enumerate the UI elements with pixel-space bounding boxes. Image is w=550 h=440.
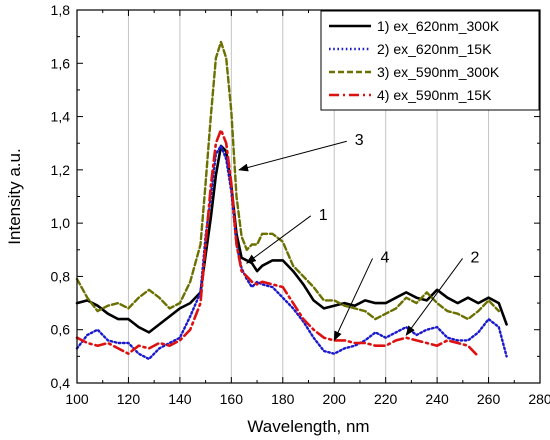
legend-box (320, 10, 540, 111)
y-tick-label: 1,8 (51, 2, 71, 18)
x-axis-title: Wavelength, nm (247, 417, 369, 436)
x-tick-label: 180 (271, 391, 295, 407)
legend-label: 4) ex_590nm_15K (377, 87, 492, 103)
series-line-3 (75, 40, 500, 321)
series-line-1 (75, 144, 508, 334)
y-tick-label: 1,2 (51, 162, 71, 178)
annotation-label: 4 (381, 249, 390, 266)
y-tick-label: 1,6 (51, 55, 71, 71)
annotations: 3 1 4 2 (238, 132, 480, 342)
x-tick-label: 260 (477, 391, 501, 407)
y-tick-label: 1,0 (51, 215, 71, 231)
x-tick-label: 220 (374, 391, 398, 407)
x-tick-label: 120 (117, 391, 141, 407)
series-line-4 (75, 128, 480, 358)
legend-label: 3) ex_590nm_300K (377, 64, 500, 80)
y-tick-label: 0,4 (51, 375, 71, 391)
annotation-label: 2 (471, 249, 480, 266)
x-tick-label: 280 (528, 391, 550, 407)
legend-label: 2) ex_620nm_15K (377, 41, 492, 57)
annotation-arrow (245, 215, 312, 264)
series-lines (75, 40, 508, 361)
y-axis-title: Intensity a.u. (5, 148, 24, 244)
axis-ticks: 100 120 140 160 180 200 220 240 260 280 0,4 0,6 0,8 1… (51, 2, 550, 407)
annotation-label: 1 (319, 207, 328, 224)
y-tick-label: 1,4 (51, 109, 71, 125)
annotation-arrow (238, 140, 347, 172)
x-tick-label: 160 (220, 391, 244, 407)
annotation-label: 3 (355, 132, 364, 149)
x-tick-label: 200 (323, 391, 347, 407)
annotation-arrow (405, 258, 463, 336)
y-tick-label: 0,8 (51, 268, 71, 284)
legend: 1) ex_620nm_300K 2) ex_620nm_15K 3) ex_590… (320, 10, 540, 111)
x-tick-label: 100 (65, 391, 89, 407)
y-tick-label: 0,6 (51, 322, 71, 338)
annotation-arrow (333, 258, 373, 342)
x-tick-label: 240 (425, 391, 449, 407)
series-line-2 (75, 144, 508, 361)
legend-label: 1) ex_620nm_300K (377, 18, 500, 34)
x-tick-label: 140 (168, 391, 192, 407)
